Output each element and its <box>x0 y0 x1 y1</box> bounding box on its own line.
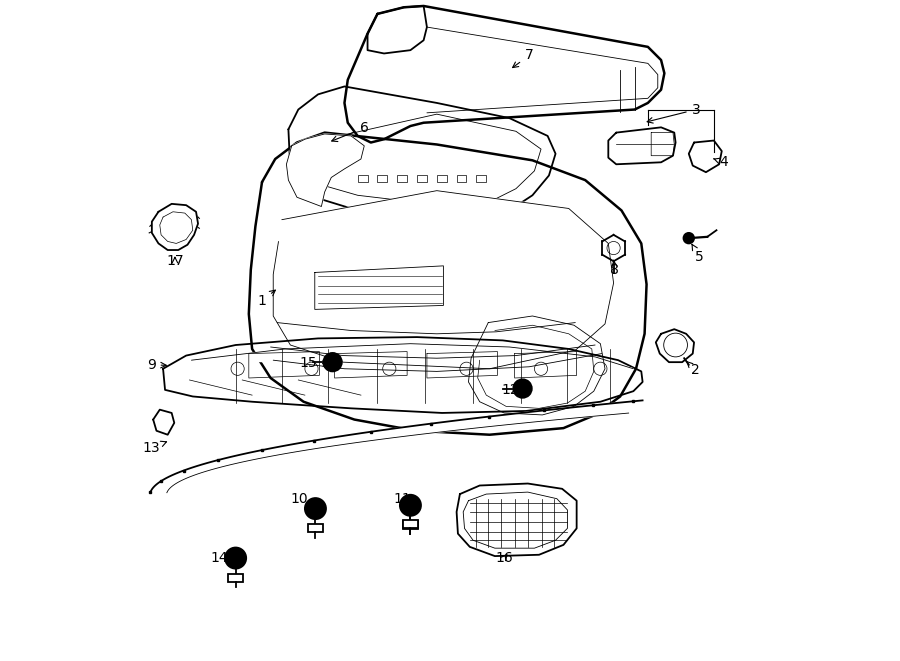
Bar <box>403 520 418 527</box>
Polygon shape <box>315 266 444 309</box>
Polygon shape <box>288 87 555 219</box>
Polygon shape <box>277 323 575 334</box>
Text: 8: 8 <box>610 260 619 277</box>
Bar <box>417 175 427 182</box>
Polygon shape <box>478 325 594 408</box>
Text: 11: 11 <box>393 492 411 506</box>
Polygon shape <box>367 6 427 54</box>
Bar <box>436 175 446 182</box>
Polygon shape <box>286 134 364 206</box>
Text: 9: 9 <box>147 358 166 371</box>
Circle shape <box>513 379 532 398</box>
Polygon shape <box>608 128 676 165</box>
Bar <box>308 524 323 532</box>
Circle shape <box>401 496 419 514</box>
Text: 13: 13 <box>142 441 166 455</box>
Polygon shape <box>152 204 198 250</box>
Polygon shape <box>456 484 577 556</box>
Text: 6: 6 <box>332 121 369 141</box>
Text: 7: 7 <box>513 48 534 67</box>
Circle shape <box>400 494 421 516</box>
Polygon shape <box>153 410 175 435</box>
Polygon shape <box>150 401 643 492</box>
Text: 5: 5 <box>692 244 704 264</box>
Text: 10: 10 <box>291 492 314 507</box>
Polygon shape <box>345 6 664 143</box>
Bar <box>229 574 243 582</box>
Text: 16: 16 <box>495 551 513 565</box>
Circle shape <box>323 353 342 371</box>
Text: 1: 1 <box>257 290 275 308</box>
Bar <box>377 175 387 182</box>
Polygon shape <box>274 190 614 369</box>
Polygon shape <box>271 345 595 358</box>
Polygon shape <box>656 329 694 362</box>
Text: 17: 17 <box>166 254 184 268</box>
Text: 4: 4 <box>714 155 728 169</box>
Bar <box>476 175 486 182</box>
Polygon shape <box>248 133 646 435</box>
Bar <box>403 521 418 529</box>
Text: 14: 14 <box>211 551 235 565</box>
Polygon shape <box>427 27 658 113</box>
Circle shape <box>683 233 694 243</box>
Text: 12: 12 <box>502 383 522 397</box>
Bar <box>397 175 407 182</box>
Circle shape <box>225 547 247 568</box>
Polygon shape <box>302 114 541 204</box>
Polygon shape <box>469 316 605 415</box>
Polygon shape <box>192 344 634 369</box>
Circle shape <box>305 498 326 519</box>
Text: 15: 15 <box>300 356 328 370</box>
Text: 3: 3 <box>647 102 700 123</box>
Bar <box>456 175 466 182</box>
Text: 2: 2 <box>687 361 700 377</box>
Polygon shape <box>688 141 722 173</box>
Polygon shape <box>274 354 602 371</box>
Bar <box>357 175 367 182</box>
Polygon shape <box>163 337 643 413</box>
